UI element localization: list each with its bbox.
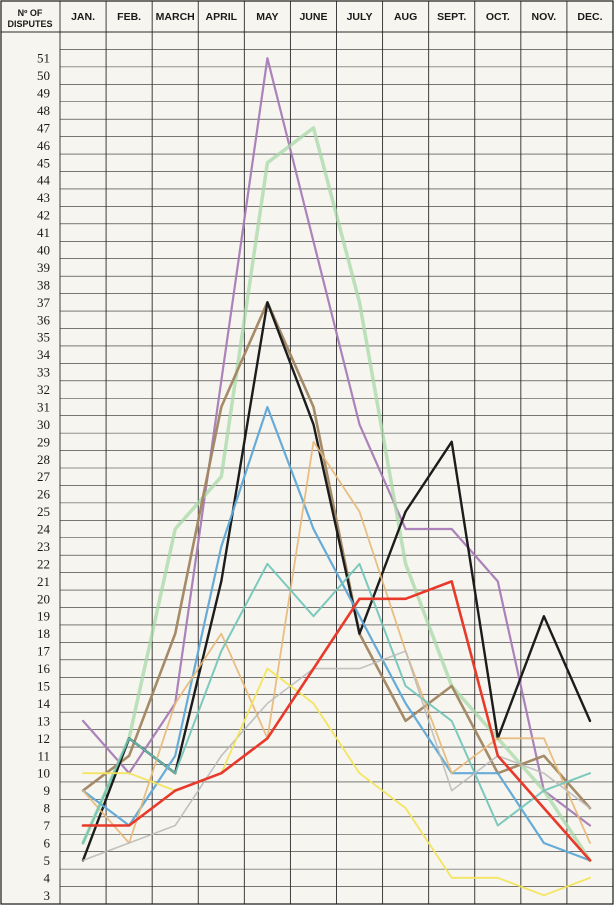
x-tick-label: MARCH: [156, 11, 195, 23]
x-axis-ticks: JAN. FEB. MARCH APRIL MAY JUNE JULY AUG SEPT. OCT…: [71, 11, 603, 23]
y-tick-label: 40: [37, 243, 50, 258]
y-tick-label: 34: [37, 347, 51, 362]
x-tick-label: OCT.: [486, 11, 510, 23]
y-tick-label: 46: [37, 138, 51, 153]
y-axis-label-line-1: Nº OF: [18, 8, 43, 18]
series-line-1: [81, 57, 592, 827]
y-tick-label: 13: [37, 713, 50, 728]
y-tick-label: 18: [37, 626, 50, 641]
y-tick-label: 33: [37, 365, 50, 380]
y-tick-label: 44: [37, 173, 51, 188]
series-line-3: [81, 300, 592, 810]
y-tick-label: 51: [37, 51, 50, 66]
y-tick-label: 49: [37, 86, 50, 101]
y-tick-label: 5: [44, 853, 51, 868]
y-tick-label: 9: [44, 783, 51, 798]
y-tick-label: 35: [37, 330, 50, 345]
y-tick-label: 26: [37, 487, 51, 502]
y-tick-label: 37: [37, 295, 51, 310]
x-tick-label: MAY: [256, 11, 278, 23]
series-line-9: [82, 667, 591, 897]
x-tick-label: SEPT.: [437, 11, 466, 23]
y-tick-label: 30: [37, 417, 50, 432]
x-tick-label: NOV.: [532, 11, 557, 23]
x-tick-label: FEB.: [117, 11, 141, 23]
x-tick-label: APRIL: [206, 11, 238, 23]
series-line-8: [82, 650, 591, 862]
series-line-6: [82, 440, 591, 844]
series-layer: [81, 57, 592, 897]
y-tick-label: 45: [37, 155, 50, 170]
y-tick-label: 22: [37, 556, 50, 571]
y-tick-label: 47: [37, 120, 51, 135]
series-line-2: [81, 126, 592, 863]
series-line-7: [82, 562, 591, 844]
y-axis-label-line-2: DISPUTES: [7, 19, 52, 29]
x-tick-label: JAN.: [71, 11, 95, 23]
y-tick-label: 32: [37, 382, 50, 397]
y-tick-label: 4: [44, 870, 51, 885]
y-tick-label: 8: [44, 801, 51, 816]
y-tick-label: 42: [37, 208, 50, 223]
y-tick-label: 50: [37, 68, 50, 83]
y-tick-label: 19: [37, 609, 50, 624]
x-tick-label: JUNE: [299, 11, 327, 23]
series-line-10: [81, 580, 592, 862]
y-tick-label: 25: [37, 504, 50, 519]
y-tick-label: 12: [37, 731, 50, 746]
y-tick-label: 20: [37, 591, 50, 606]
y-tick-label: 7: [44, 818, 51, 833]
y-tick-label: 31: [37, 399, 50, 414]
y-axis-ticks: 3456789101112131415161718192021222324252…: [37, 51, 51, 903]
y-tick-label: 27: [37, 469, 51, 484]
y-tick-label: 36: [37, 312, 51, 327]
y-tick-label: 38: [37, 277, 50, 292]
x-tick-label: AUG: [394, 11, 417, 23]
y-tick-label: 29: [37, 434, 50, 449]
y-tick-label: 17: [37, 644, 51, 659]
y-tick-label: 48: [37, 103, 50, 118]
y-tick-label: 24: [37, 522, 51, 537]
y-tick-label: 41: [37, 225, 50, 240]
y-tick-label: 21: [37, 574, 50, 589]
y-tick-label: 15: [37, 679, 50, 694]
x-tick-label: JULY: [347, 11, 373, 23]
y-tick-label: 16: [37, 661, 51, 676]
y-tick-label: 11: [37, 748, 50, 763]
x-tick-label: DEC.: [577, 11, 602, 23]
y-tick-label: 43: [37, 190, 50, 205]
y-tick-label: 28: [37, 452, 50, 467]
y-tick-label: 14: [37, 696, 51, 711]
y-tick-label: 23: [37, 539, 50, 554]
y-tick-label: 39: [37, 260, 50, 275]
y-tick-label: 3: [44, 888, 51, 903]
y-tick-label: 10: [37, 766, 50, 781]
y-tick-label: 6: [44, 835, 51, 850]
